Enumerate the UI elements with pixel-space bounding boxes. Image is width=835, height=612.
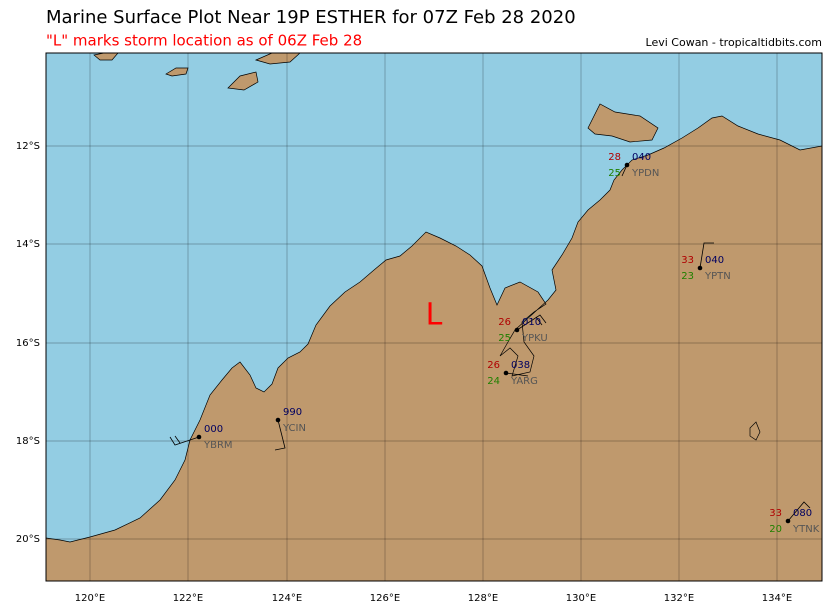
- station-id: YPDN: [631, 168, 659, 179]
- pressure: 040: [705, 255, 724, 266]
- island: [749, 421, 761, 441]
- lon-label: 126°E: [370, 593, 400, 604]
- lon-label: 128°E: [468, 593, 498, 604]
- title: Marine Surface Plot Near 19P ESTHER for …: [46, 7, 576, 28]
- station-dot: [624, 162, 630, 168]
- island: [254, 53, 301, 65]
- station-dot: [196, 434, 202, 440]
- pressure: 010: [522, 317, 541, 328]
- lon-label: 124°E: [272, 593, 302, 604]
- lon-label: 122°E: [173, 593, 203, 604]
- pressure: 038: [511, 360, 530, 371]
- dewpoint: 20: [769, 524, 782, 535]
- lon-label: 130°E: [566, 593, 596, 604]
- lat-label: 20°S: [16, 534, 40, 545]
- temperature: 26: [498, 317, 511, 328]
- island: [165, 67, 189, 77]
- land: [46, 115, 822, 581]
- island: [227, 71, 259, 91]
- graticule: [46, 53, 822, 581]
- map-area: 28 25 040 YPDN 33 23 040 YPTN 26 25 010 YPKU 26 24 038…: [46, 53, 822, 581]
- dewpoint: 25: [608, 168, 621, 179]
- station-dot: [503, 370, 509, 376]
- lon-label: 134°E: [762, 593, 792, 604]
- stations: 28 25 040 YPDN 33 23 040 YPTN 26 25 010 YPKU 26 24 038…: [196, 152, 820, 535]
- storm-marker: L: [426, 298, 443, 333]
- lon-label: 132°E: [664, 593, 694, 604]
- island: [587, 103, 659, 143]
- credit: Levi Cowan - tropicaltidbits.com: [646, 36, 822, 49]
- lat-label: 14°S: [16, 239, 40, 250]
- temperature: 33: [681, 255, 694, 266]
- station-dot: [697, 265, 703, 271]
- dewpoint: 24: [487, 376, 500, 387]
- pressure: 000: [204, 424, 223, 435]
- station-id: YTNK: [792, 524, 820, 535]
- lat-label: 18°S: [16, 436, 40, 447]
- subtitle: "L" marks storm location as of 06Z Feb 2…: [46, 32, 362, 50]
- station-dot: [275, 417, 281, 423]
- pressure: 040: [632, 152, 651, 163]
- station-dot: [514, 327, 520, 333]
- dewpoint: 23: [681, 271, 694, 282]
- lat-label: 16°S: [16, 338, 40, 349]
- map-frame: [45, 52, 823, 582]
- pressure: 990: [283, 407, 302, 418]
- temperature: 33: [769, 508, 782, 519]
- dewpoint: 25: [498, 333, 511, 344]
- lon-label: 120°E: [75, 593, 105, 604]
- station-dot: [785, 518, 791, 524]
- station-id: YCIN: [282, 423, 306, 434]
- station-id: YPTN: [704, 271, 731, 282]
- axis-labels: 12°S 14°S 16°S 18°S 20°S 120°E 122°E 124°E 126°E…: [16, 141, 792, 604]
- station-id: YPKU: [521, 333, 548, 344]
- temperature: 26: [487, 360, 500, 371]
- station-id: YARG: [510, 376, 538, 387]
- pressure: 080: [793, 508, 812, 519]
- temperature: 28: [608, 152, 621, 163]
- lat-label: 12°S: [16, 141, 40, 152]
- station-id: YBRM: [203, 440, 233, 451]
